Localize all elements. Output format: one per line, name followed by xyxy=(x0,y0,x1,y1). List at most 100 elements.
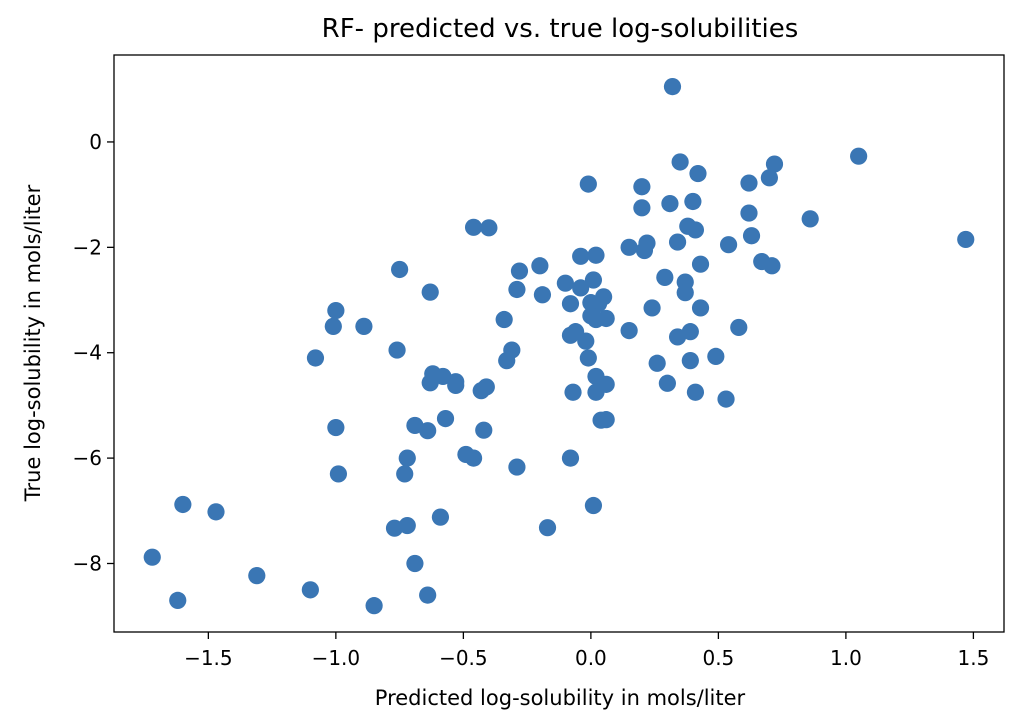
data-point xyxy=(398,516,416,535)
data-point xyxy=(730,318,748,337)
data-point xyxy=(587,246,605,264)
x-tick-label: 1.0 xyxy=(830,646,862,670)
data-point xyxy=(850,147,868,165)
data-point xyxy=(143,548,161,566)
data-point xyxy=(508,458,526,476)
data-point xyxy=(691,299,710,317)
data-point xyxy=(396,465,414,483)
y-tick-label: −2 xyxy=(73,235,102,259)
data-point xyxy=(579,349,597,367)
data-point xyxy=(207,503,225,521)
data-point xyxy=(671,153,689,171)
data-point xyxy=(742,227,761,245)
data-point xyxy=(327,418,345,437)
data-point xyxy=(561,295,580,313)
data-point xyxy=(658,374,676,392)
plot-frame xyxy=(113,54,1005,633)
data-point xyxy=(480,219,498,237)
data-point xyxy=(707,347,725,366)
data-point xyxy=(584,271,603,289)
y-tick-label: −4 xyxy=(73,341,102,365)
data-point xyxy=(633,178,651,196)
points-layer xyxy=(143,78,975,615)
y-axis-label: True log-solubility in mols/liter xyxy=(21,184,45,502)
data-point xyxy=(561,326,580,344)
data-point xyxy=(760,169,778,187)
data-point xyxy=(365,597,383,615)
data-point xyxy=(475,421,493,439)
data-point xyxy=(531,257,549,275)
data-point xyxy=(495,310,513,329)
data-point xyxy=(464,449,483,467)
data-point xyxy=(572,279,590,297)
x-axis-label: Predicted log-solubility in mols/liter xyxy=(375,686,746,710)
data-point xyxy=(801,210,819,228)
y-tick-label: −6 xyxy=(73,446,102,470)
data-point xyxy=(391,260,409,279)
data-point xyxy=(464,218,483,236)
data-point xyxy=(301,581,319,599)
data-point xyxy=(385,519,404,537)
data-point xyxy=(306,349,325,367)
data-point xyxy=(174,495,192,514)
data-point xyxy=(472,382,490,400)
data-point xyxy=(648,354,666,372)
data-point xyxy=(633,199,651,217)
data-point xyxy=(498,352,516,370)
data-point xyxy=(686,383,705,401)
x-tick-label: −0.5 xyxy=(439,646,488,670)
data-point xyxy=(355,317,373,335)
data-point xyxy=(421,374,439,392)
data-point xyxy=(510,262,529,280)
data-point xyxy=(719,236,738,254)
data-point xyxy=(686,221,705,239)
data-point xyxy=(661,194,679,213)
y-tick-label: −8 xyxy=(73,551,102,575)
data-point xyxy=(556,274,574,292)
data-point xyxy=(329,465,348,483)
data-point xyxy=(957,230,975,249)
data-point xyxy=(668,328,687,346)
data-point xyxy=(656,268,674,286)
data-point xyxy=(388,341,406,359)
data-point xyxy=(561,449,580,467)
data-point xyxy=(248,567,266,585)
data-point xyxy=(419,422,437,440)
x-axis-ticks: −1.5 −1.0 −0.5 0.0 0.5 1.0 1.5 xyxy=(184,632,989,670)
data-point xyxy=(643,299,661,317)
data-point xyxy=(447,376,465,394)
data-point xyxy=(572,247,590,265)
data-point xyxy=(324,317,342,335)
chart-title: RF- predicted vs. true log-solubilities xyxy=(322,14,799,44)
data-point xyxy=(421,283,439,301)
x-tick-label: 0.0 xyxy=(575,646,607,670)
data-point xyxy=(584,496,603,515)
data-point xyxy=(765,155,784,173)
data-point xyxy=(597,411,615,429)
data-point xyxy=(587,383,605,401)
data-point xyxy=(406,554,424,573)
data-point xyxy=(533,286,552,304)
data-point xyxy=(508,280,526,299)
data-point xyxy=(431,508,450,526)
data-point xyxy=(419,586,437,604)
data-point xyxy=(577,332,595,350)
data-point xyxy=(663,78,682,96)
data-point xyxy=(681,352,699,370)
data-point xyxy=(538,519,557,537)
data-point xyxy=(436,409,455,428)
y-tick-label: 0 xyxy=(89,130,102,154)
data-point xyxy=(689,164,707,183)
data-point xyxy=(597,309,615,328)
data-point xyxy=(763,257,781,275)
data-point xyxy=(740,204,758,222)
data-point xyxy=(717,390,735,408)
data-point xyxy=(620,238,638,256)
data-point xyxy=(635,241,654,260)
data-point xyxy=(579,175,597,193)
data-point xyxy=(327,301,345,320)
data-point xyxy=(691,255,710,273)
x-tick-label: −1.0 xyxy=(312,646,361,670)
data-point xyxy=(398,449,416,467)
